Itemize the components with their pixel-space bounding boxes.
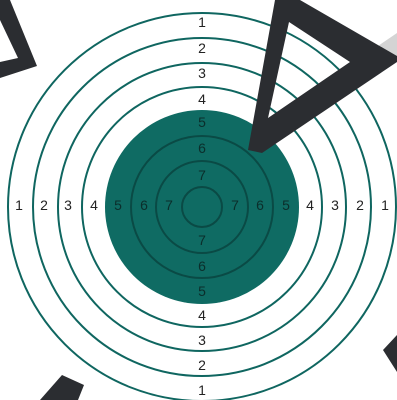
ring-label-1-bottom: 1 xyxy=(198,382,206,398)
ring-label-6-top: 6 xyxy=(198,140,206,156)
ring-label-6-bottom: 6 xyxy=(198,258,206,274)
ring-label-7-bottom: 7 xyxy=(198,232,206,248)
outer-rings xyxy=(7,12,397,400)
ring-label-4-right: 4 xyxy=(306,197,314,213)
ring-label-2-top: 2 xyxy=(198,40,206,56)
ring-6 xyxy=(130,135,274,279)
corner-shape-top-left-cutout xyxy=(0,20,18,62)
ring-label-3-top: 3 xyxy=(198,65,206,81)
arrow-icon xyxy=(248,0,397,153)
ring-label-6-left: 6 xyxy=(140,197,148,213)
center-ring xyxy=(181,186,223,228)
ring-label-6-right: 6 xyxy=(256,197,264,213)
ring-label-3-bottom: 3 xyxy=(198,332,206,348)
corner-shape-right xyxy=(383,335,397,372)
ring-3 xyxy=(57,62,347,352)
ring-label-4-left: 4 xyxy=(90,197,98,213)
ring-label-7-left: 7 xyxy=(165,197,173,213)
ring-4 xyxy=(81,86,323,328)
ring-7 xyxy=(155,160,249,254)
corner-shape-bottom-left xyxy=(40,375,84,400)
inner-rings xyxy=(130,135,274,279)
ring-label-1-top: 1 xyxy=(198,14,206,30)
ring-label-3-right: 3 xyxy=(331,197,339,213)
ring-label-2-left: 2 xyxy=(40,197,48,213)
ring-2 xyxy=(32,37,372,377)
ring-1 xyxy=(7,12,397,400)
ring-label-1-right: 1 xyxy=(381,197,389,213)
ring-label-7-right: 7 xyxy=(231,197,239,213)
ring-label-7-top: 7 xyxy=(198,167,206,183)
ring-label-4-bottom: 4 xyxy=(198,307,206,323)
ring-label-1-left: 1 xyxy=(15,197,23,213)
ring-label-5-right: 5 xyxy=(282,197,290,213)
ring-label-2-right: 2 xyxy=(356,197,364,213)
ring-label-4-top: 4 xyxy=(198,91,206,107)
ring-label-2-bottom: 2 xyxy=(198,357,206,373)
ring-label-5-left: 5 xyxy=(114,197,122,213)
arrow-triangle xyxy=(248,0,397,153)
bullseye xyxy=(105,110,299,304)
ring-label-5-bottom: 5 xyxy=(198,283,206,299)
ring-label-3-left: 3 xyxy=(64,197,72,213)
ring-label-5-top: 5 xyxy=(198,114,206,130)
